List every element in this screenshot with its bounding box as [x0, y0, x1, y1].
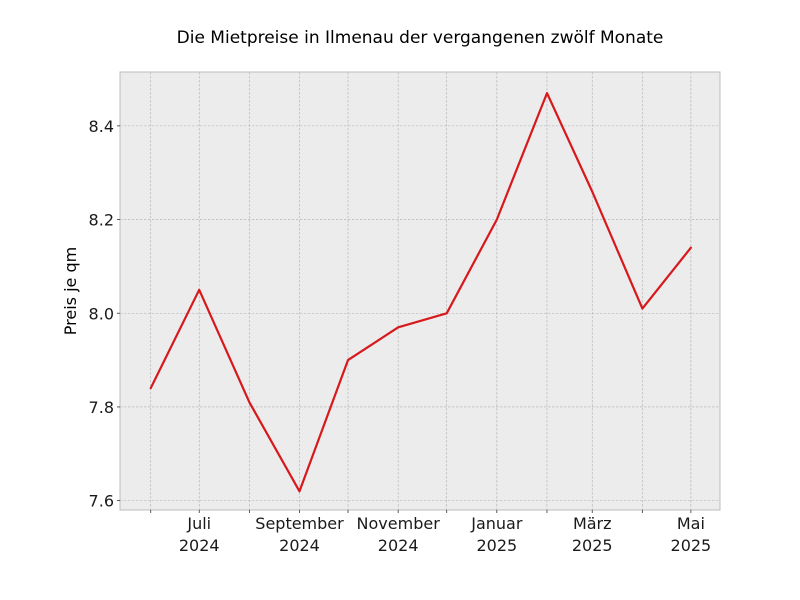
y-tick-label: 8.4: [89, 117, 114, 136]
x-tick-label: November 2024: [357, 514, 441, 555]
plot-area: [120, 72, 720, 510]
series-layer: [149, 91, 693, 493]
x-tick-label: Juli 2024: [179, 514, 220, 555]
grid: [120, 72, 720, 510]
x-tick-label: September 2024: [255, 514, 344, 555]
series-line: [149, 91, 693, 493]
x-tick-label: März 2025: [572, 514, 613, 555]
x-tick-label: Januar 2025: [470, 514, 523, 555]
y-tick-label: 7.6: [89, 492, 114, 511]
x-tick-label: Mai 2025: [671, 514, 712, 555]
chart-title: Die Mietpreise in Ilmenau der vergangene…: [177, 28, 664, 48]
y-axis: 7.6 7.8 8.0 8.2 8.4: [89, 117, 120, 511]
y-tick-label: 8.0: [89, 304, 114, 323]
y-tick-label: 8.2: [89, 211, 114, 230]
x-axis: Juli 2024 September 2024 November 2024 Januar 2…: [150, 510, 712, 555]
y-tick-label: 7.8: [89, 398, 114, 417]
plot-frame: [119, 71, 721, 511]
y-axis-label: Preis je qm: [61, 247, 80, 335]
